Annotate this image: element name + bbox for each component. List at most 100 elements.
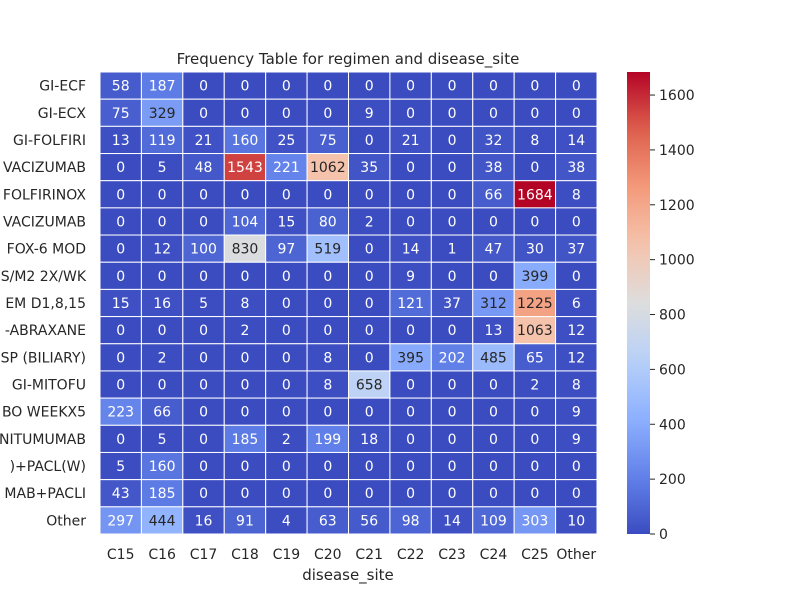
row-tick-label: MAB+PACLI: [4, 486, 86, 502]
heatmap-cell-labels: 58 187 0 0 0 0 0 0 0 0 0 075 329 0 0 0 0 9 0 0 0 0 013 119 21 160…: [107, 79, 585, 530]
cell-value-label: 444: [149, 513, 176, 529]
cell-value-label: 0: [406, 214, 415, 230]
cell-value-label: 0: [365, 269, 374, 285]
cell-value-label: 48: [195, 160, 213, 176]
cell-value-label: 63: [319, 513, 337, 529]
row-tick-label: EM D1,8,15: [5, 296, 86, 312]
heatmap-cell: [99, 397, 142, 426]
cell-value-label: 0: [530, 79, 539, 95]
cell-value-label: 0: [323, 269, 332, 285]
cell-value-label: 0: [365, 486, 374, 502]
cell-value-label: 0: [158, 187, 167, 203]
cell-value-label: 75: [112, 106, 130, 122]
cell-value-label: 0: [406, 79, 415, 95]
heatmap-cell: [513, 451, 557, 481]
cell-value-label: 0: [448, 160, 457, 176]
cell-value-label: 0: [365, 187, 374, 203]
heatmap-cell: [555, 71, 598, 100]
heatmap-cell: [513, 98, 557, 127]
colorbar-tick-label: 1000: [659, 253, 695, 269]
cell-value-label: 0: [530, 214, 539, 230]
heatmap-cell: [472, 153, 515, 182]
cell-value-label: 0: [448, 187, 457, 203]
cell-value-label: 0: [282, 79, 291, 95]
heatmap-cell: [99, 424, 142, 453]
cell-value-label: 202: [439, 350, 466, 366]
cell-value-label: 0: [282, 350, 291, 366]
heatmap-cell: [182, 288, 225, 318]
cell-value-label: 75: [319, 133, 337, 149]
cell-value-label: 0: [323, 486, 332, 502]
heatmap-cell: [223, 316, 267, 345]
column-tick-label: C22: [397, 547, 425, 563]
heatmap-cell: [348, 479, 391, 508]
cell-value-label: 0: [240, 486, 249, 502]
cell-value-label: 185: [232, 432, 259, 448]
heatmap-cell: [265, 234, 308, 263]
cell-value-label: 185: [149, 486, 176, 502]
cell-value-label: 0: [406, 459, 415, 475]
cell-value-label: 8: [572, 378, 581, 394]
column-tick-label: C25: [521, 547, 549, 563]
heatmap-cell: [140, 479, 184, 508]
cell-value-label: 35: [360, 160, 378, 176]
cell-value-label: 30: [526, 242, 544, 258]
cell-value-label: 0: [323, 187, 332, 203]
heatmap-cell: [430, 153, 474, 182]
heatmap-cell: [182, 261, 225, 290]
heatmap-cell: [555, 397, 598, 426]
heatmap-cell: [513, 180, 557, 209]
colorbar-tick-label: 800: [659, 308, 686, 324]
heatmap-cell: [306, 71, 350, 100]
cell-value-label: 312: [480, 296, 507, 312]
cell-value-label: 0: [116, 323, 125, 339]
cell-value-label: 13: [112, 133, 130, 149]
cell-value-label: 0: [282, 405, 291, 421]
heatmap-cell: [140, 98, 184, 127]
cell-value-label: 0: [530, 459, 539, 475]
heatmap-cell: [140, 180, 184, 209]
cell-value-label: 0: [448, 269, 457, 285]
cell-value-label: 12: [567, 323, 585, 339]
cell-value-label: 0: [406, 405, 415, 421]
cell-value-label: 221: [273, 160, 300, 176]
heatmap-cell: [348, 316, 391, 345]
cell-value-label: 303: [522, 513, 549, 529]
heatmap-cell: [223, 424, 267, 453]
cell-value-label: 0: [530, 405, 539, 421]
heatmap-cell: [430, 98, 474, 127]
heatmap-cell: [223, 261, 267, 290]
cell-value-label: 0: [240, 350, 249, 366]
heatmap-cell: [389, 479, 432, 508]
cell-value-label: 0: [572, 459, 581, 475]
heatmap-cell: [306, 234, 350, 263]
cell-value-label: 6: [572, 296, 581, 312]
heatmap-cell: [306, 180, 350, 209]
column-tick-label: C15: [107, 547, 135, 563]
cell-value-label: 0: [116, 432, 125, 448]
row-tick-label: VACIZUMAB: [3, 214, 86, 230]
heatmap-cell: [430, 288, 474, 318]
cell-value-label: 0: [489, 459, 498, 475]
cell-value-label: 2: [365, 214, 374, 230]
cell-value-label: 0: [282, 378, 291, 394]
heatmap-cell: [140, 234, 184, 263]
cell-value-label: 0: [530, 486, 539, 502]
cell-value-label: 8: [240, 296, 249, 312]
heatmap-cell: [555, 424, 598, 453]
cell-value-label: 66: [485, 187, 503, 203]
row-tick-label: VACIZUMAB: [3, 160, 86, 176]
cell-value-label: 0: [572, 79, 581, 95]
row-tick-label: GI-ECF: [39, 79, 86, 95]
cell-value-label: 13: [485, 323, 503, 339]
cell-value-label: 0: [158, 269, 167, 285]
heatmap-cell: [182, 125, 225, 155]
cell-value-label: 0: [282, 269, 291, 285]
cell-value-label: 0: [240, 405, 249, 421]
cell-value-label: 2: [240, 323, 249, 339]
heatmap-cell: [306, 153, 350, 182]
heatmap-cell: [472, 370, 515, 399]
cell-value-label: 0: [323, 323, 332, 339]
heatmap-cell: [472, 234, 515, 263]
cell-value-label: 0: [116, 160, 125, 176]
